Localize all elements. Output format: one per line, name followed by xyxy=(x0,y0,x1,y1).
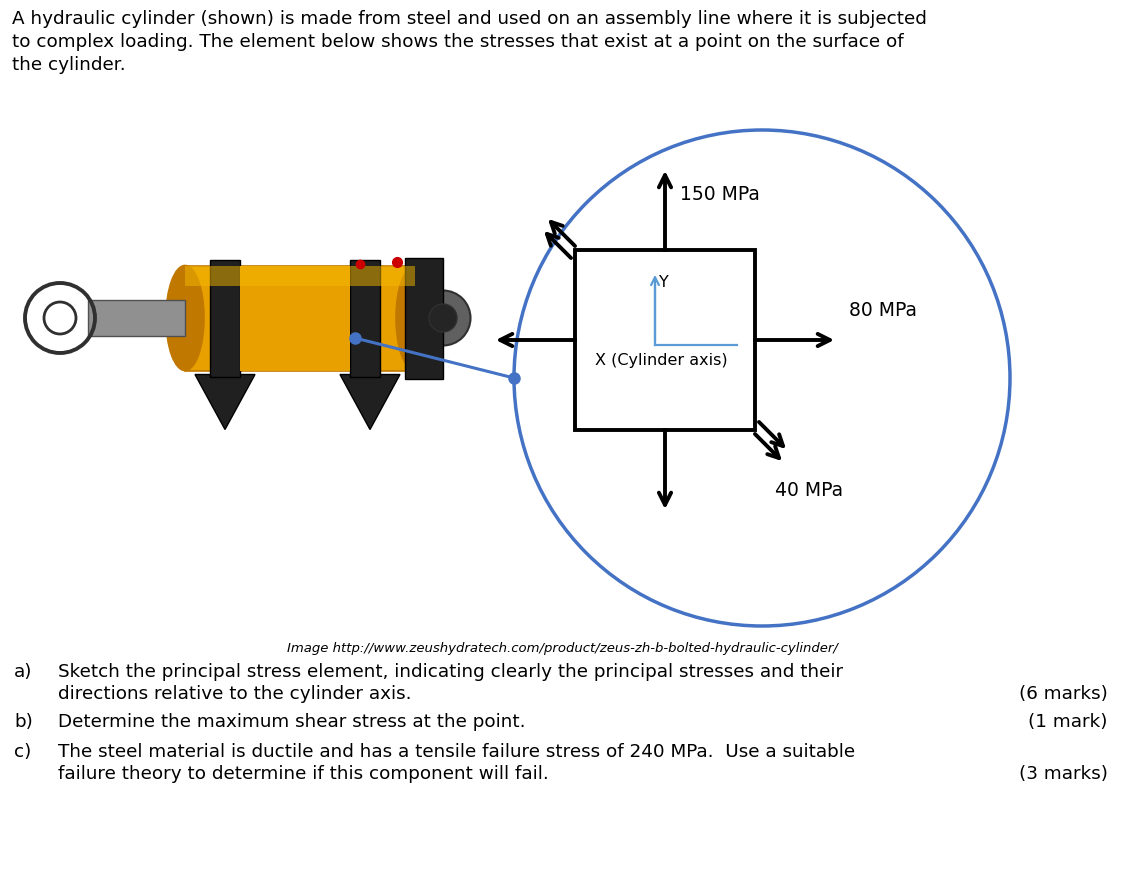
Bar xyxy=(88,300,185,336)
Text: (1 mark): (1 mark) xyxy=(1028,713,1108,731)
Text: (6 marks): (6 marks) xyxy=(1019,685,1108,703)
Bar xyxy=(185,266,415,370)
Ellipse shape xyxy=(429,304,457,332)
Polygon shape xyxy=(194,374,255,430)
Text: directions relative to the cylinder axis.: directions relative to the cylinder axis… xyxy=(58,685,411,703)
Text: Y: Y xyxy=(659,275,669,290)
Text: Determine the maximum shear stress at the point.: Determine the maximum shear stress at th… xyxy=(58,713,526,731)
Text: 80 MPa: 80 MPa xyxy=(849,301,917,319)
Text: the cylinder.: the cylinder. xyxy=(12,56,126,74)
Text: failure theory to determine if this component will fail.: failure theory to determine if this comp… xyxy=(58,765,549,783)
Text: c): c) xyxy=(13,743,31,761)
Text: b): b) xyxy=(13,713,33,731)
Text: a): a) xyxy=(13,663,33,681)
Ellipse shape xyxy=(166,266,203,370)
Bar xyxy=(210,260,241,376)
Bar xyxy=(405,258,443,379)
Ellipse shape xyxy=(396,266,434,370)
Bar xyxy=(575,250,755,430)
Bar xyxy=(350,260,380,376)
Bar xyxy=(185,266,415,286)
Text: 150 MPa: 150 MPa xyxy=(680,186,760,204)
Text: The steel material is ductile and has a tensile failure stress of 240 MPa.  Use : The steel material is ductile and has a … xyxy=(58,743,855,761)
Text: X (Cylinder axis): X (Cylinder axis) xyxy=(595,353,727,368)
Text: Image http://www.zeushydratech.com/product/zeus-zh-b-bolted-hydraulic-cylinder/: Image http://www.zeushydratech.com/produ… xyxy=(287,642,837,655)
Text: A hydraulic cylinder (shown) is made from steel and used on an assembly line whe: A hydraulic cylinder (shown) is made fro… xyxy=(12,10,927,28)
Text: Sketch the principal stress element, indicating clearly the principal stresses a: Sketch the principal stress element, ind… xyxy=(58,663,843,681)
Text: 40 MPa: 40 MPa xyxy=(776,481,843,500)
Ellipse shape xyxy=(416,290,471,346)
Bar xyxy=(241,266,350,370)
Text: to complex loading. The element below shows the stresses that exist at a point o: to complex loading. The element below sh… xyxy=(12,33,904,51)
Polygon shape xyxy=(339,374,400,430)
Text: (3 marks): (3 marks) xyxy=(1019,765,1108,783)
